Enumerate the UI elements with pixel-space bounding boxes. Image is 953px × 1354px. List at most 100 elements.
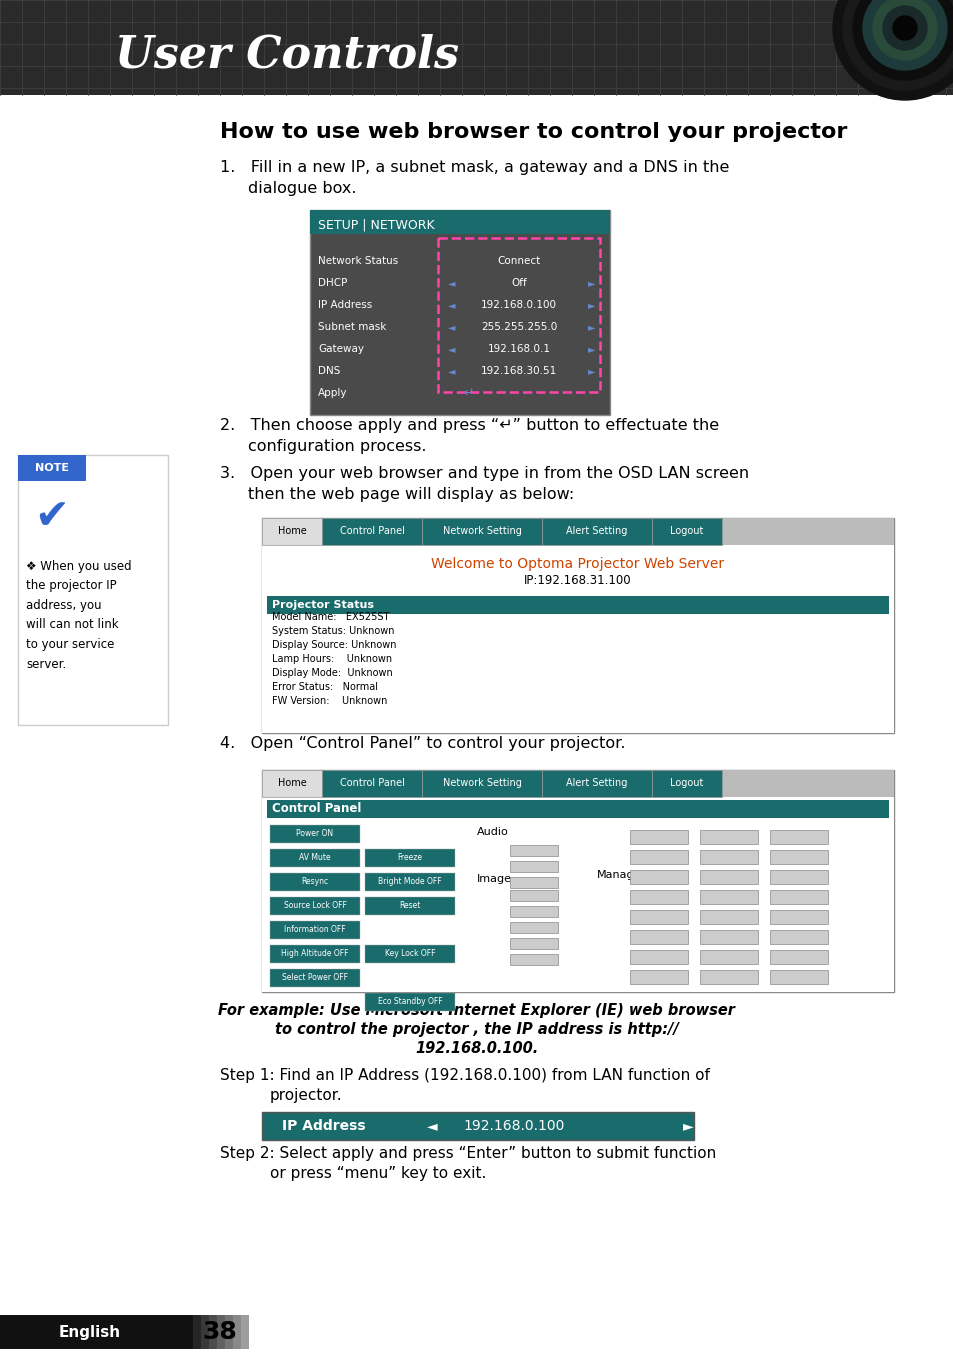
Bar xyxy=(262,519,322,546)
Text: then the web page will display as below:: then the web page will display as below: xyxy=(248,487,574,502)
Bar xyxy=(700,930,758,944)
Bar xyxy=(262,546,893,733)
Bar xyxy=(421,519,541,546)
Text: or press “menu” key to exit.: or press “menu” key to exit. xyxy=(270,1166,486,1181)
Bar xyxy=(651,519,721,546)
Bar xyxy=(629,830,687,844)
Bar xyxy=(270,945,359,963)
Text: Network Status: Network Status xyxy=(317,256,397,265)
Bar xyxy=(310,210,609,414)
Bar xyxy=(18,455,86,481)
Text: User Controls: User Controls xyxy=(115,34,458,77)
Text: ►: ► xyxy=(587,278,595,288)
Bar xyxy=(700,890,758,904)
Text: ◄: ◄ xyxy=(426,1118,436,1133)
Text: For example: Use Microsoft Internet Explorer (IE) web browser: For example: Use Microsoft Internet Expl… xyxy=(218,1003,735,1018)
Text: Step 1: Find an IP Address (192.168.0.100) from LAN function of: Step 1: Find an IP Address (192.168.0.10… xyxy=(220,1068,709,1083)
Text: ◄: ◄ xyxy=(448,278,455,288)
Bar xyxy=(769,890,827,904)
Text: 255.255.255.0: 255.255.255.0 xyxy=(480,322,557,332)
Text: Subnet mask: Subnet mask xyxy=(317,322,386,332)
Bar xyxy=(365,896,455,915)
Bar xyxy=(629,871,687,884)
Bar xyxy=(270,825,359,844)
Bar xyxy=(421,770,541,798)
Circle shape xyxy=(832,0,953,100)
Bar xyxy=(201,1315,209,1349)
Text: Network Setting: Network Setting xyxy=(442,527,521,536)
Circle shape xyxy=(862,0,946,70)
Text: Apply: Apply xyxy=(317,389,347,398)
Bar xyxy=(769,871,827,884)
Text: Model Name:   EX525ST: Model Name: EX525ST xyxy=(272,612,389,621)
Bar xyxy=(262,770,893,798)
Text: Display Source: Unknown: Display Source: Unknown xyxy=(272,640,396,650)
Text: Home: Home xyxy=(277,779,306,788)
Text: Alert Setting: Alert Setting xyxy=(566,527,627,536)
Text: DNS: DNS xyxy=(317,366,340,376)
Text: Resync: Resync xyxy=(301,877,328,887)
Text: Logout: Logout xyxy=(670,779,703,788)
Bar xyxy=(185,1315,193,1349)
Text: ►: ► xyxy=(587,301,595,310)
Text: ◄: ◄ xyxy=(448,322,455,332)
Bar xyxy=(510,938,558,949)
Bar xyxy=(322,770,421,798)
Text: Reset: Reset xyxy=(399,902,420,910)
Bar xyxy=(262,770,322,798)
Bar xyxy=(541,770,651,798)
Text: English: English xyxy=(59,1324,121,1339)
Bar xyxy=(365,945,455,963)
Text: DHCP: DHCP xyxy=(317,278,347,288)
Text: configuration process.: configuration process. xyxy=(248,439,426,454)
Bar xyxy=(769,930,827,944)
Bar xyxy=(270,873,359,891)
Bar xyxy=(541,519,651,546)
Bar xyxy=(270,969,359,987)
Text: 192.168.0.100.: 192.168.0.100. xyxy=(415,1041,538,1056)
Text: FW Version:    Unknown: FW Version: Unknown xyxy=(272,696,387,705)
Bar xyxy=(629,850,687,864)
Bar xyxy=(700,951,758,964)
Text: Information OFF: Information OFF xyxy=(284,926,345,934)
Bar xyxy=(700,871,758,884)
Circle shape xyxy=(852,0,953,80)
Text: ►: ► xyxy=(587,366,595,376)
Text: AV Mute: AV Mute xyxy=(299,853,331,862)
Bar xyxy=(241,1315,249,1349)
Text: to control the projector , the IP address is http://: to control the projector , the IP addres… xyxy=(274,1022,679,1037)
Text: Welcome to Optoma Projector Web Server: Welcome to Optoma Projector Web Server xyxy=(431,556,723,571)
Bar xyxy=(365,992,455,1011)
Text: ◄: ◄ xyxy=(448,301,455,310)
Bar xyxy=(0,0,953,95)
Text: Logout: Logout xyxy=(670,527,703,536)
Bar xyxy=(270,896,359,915)
Text: projector.: projector. xyxy=(270,1089,342,1104)
Text: 4.   Open “Control Panel” to control your projector.: 4. Open “Control Panel” to control your … xyxy=(220,737,625,751)
Circle shape xyxy=(872,0,936,60)
Text: dialogue box.: dialogue box. xyxy=(248,181,356,196)
Bar xyxy=(262,798,893,992)
Text: Lamp Hours:    Unknown: Lamp Hours: Unknown xyxy=(272,654,392,663)
Text: Audio: Audio xyxy=(476,827,508,837)
Text: Source Lock OFF: Source Lock OFF xyxy=(283,902,346,910)
Text: ↵: ↵ xyxy=(462,386,473,399)
Bar xyxy=(267,800,888,818)
Bar xyxy=(510,845,558,856)
Text: Control Panel: Control Panel xyxy=(272,803,361,815)
Text: Network Setting: Network Setting xyxy=(442,779,521,788)
Circle shape xyxy=(842,0,953,89)
Text: ◄: ◄ xyxy=(448,366,455,376)
Text: Managmnt: Managmnt xyxy=(597,871,657,880)
Text: Select Power OFF: Select Power OFF xyxy=(282,974,348,983)
Bar xyxy=(700,830,758,844)
Bar xyxy=(262,770,893,992)
Text: 192.168.0.100: 192.168.0.100 xyxy=(480,301,557,310)
Bar xyxy=(510,861,558,872)
Text: ❖ When you used
the projector IP
address, you
will can not link
to your service
: ❖ When you used the projector IP address… xyxy=(26,561,132,670)
Text: 2.   Then choose apply and press “↵” button to effectuate the: 2. Then choose apply and press “↵” butto… xyxy=(220,418,719,433)
Bar xyxy=(225,1315,233,1349)
Text: ✔: ✔ xyxy=(34,496,70,538)
Text: Alert Setting: Alert Setting xyxy=(566,779,627,788)
Bar xyxy=(769,969,827,984)
